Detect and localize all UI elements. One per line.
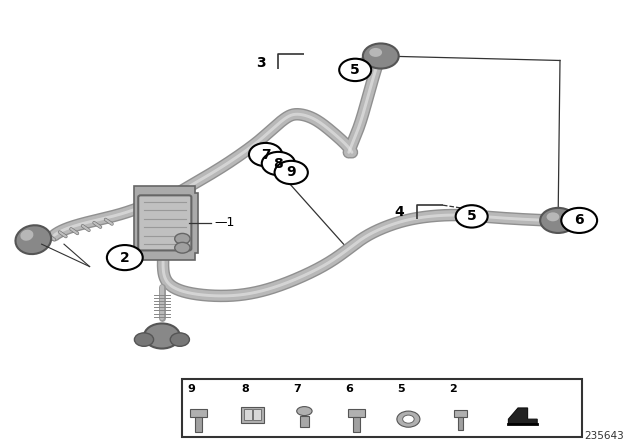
Text: 5: 5 [467, 209, 477, 224]
Ellipse shape [20, 230, 33, 241]
Text: 6: 6 [346, 384, 353, 394]
Text: —1: —1 [214, 216, 235, 229]
Text: 2: 2 [120, 250, 130, 265]
Polygon shape [134, 186, 198, 260]
Bar [353, 418, 360, 432]
Polygon shape [508, 408, 537, 424]
Bar [182, 379, 582, 437]
Text: 6: 6 [574, 213, 584, 228]
Text: 3: 3 [256, 56, 266, 70]
Text: 8: 8 [273, 156, 284, 171]
Text: 9: 9 [286, 165, 296, 180]
Circle shape [175, 233, 190, 244]
Circle shape [547, 212, 559, 221]
Ellipse shape [297, 407, 312, 416]
Bar [253, 409, 260, 420]
Circle shape [144, 323, 180, 349]
Bar [190, 409, 207, 418]
Circle shape [339, 59, 371, 81]
Text: 8: 8 [241, 384, 249, 394]
Circle shape [369, 48, 382, 57]
Circle shape [134, 333, 154, 346]
Bar [244, 409, 252, 420]
Ellipse shape [15, 225, 51, 254]
Text: 9: 9 [188, 384, 195, 394]
Bar [458, 418, 463, 430]
Circle shape [403, 415, 414, 423]
Circle shape [275, 161, 308, 184]
Circle shape [249, 143, 282, 166]
Circle shape [175, 242, 190, 253]
Bar [348, 409, 365, 418]
Text: 5: 5 [350, 63, 360, 77]
Bar [300, 416, 309, 427]
Text: 2: 2 [449, 384, 457, 394]
Bar [195, 418, 202, 432]
Circle shape [397, 411, 420, 427]
Text: 235643: 235643 [584, 431, 624, 441]
Bar [454, 410, 467, 418]
Circle shape [456, 205, 488, 228]
Text: 7: 7 [260, 147, 271, 162]
Circle shape [107, 245, 143, 270]
Circle shape [170, 333, 189, 346]
Text: 5: 5 [397, 384, 405, 394]
Text: 7: 7 [294, 384, 301, 394]
Circle shape [561, 208, 597, 233]
Circle shape [363, 43, 399, 69]
Circle shape [262, 152, 295, 175]
FancyBboxPatch shape [138, 195, 191, 250]
Text: 4: 4 [395, 205, 404, 219]
Bar [241, 407, 264, 423]
Circle shape [540, 208, 576, 233]
